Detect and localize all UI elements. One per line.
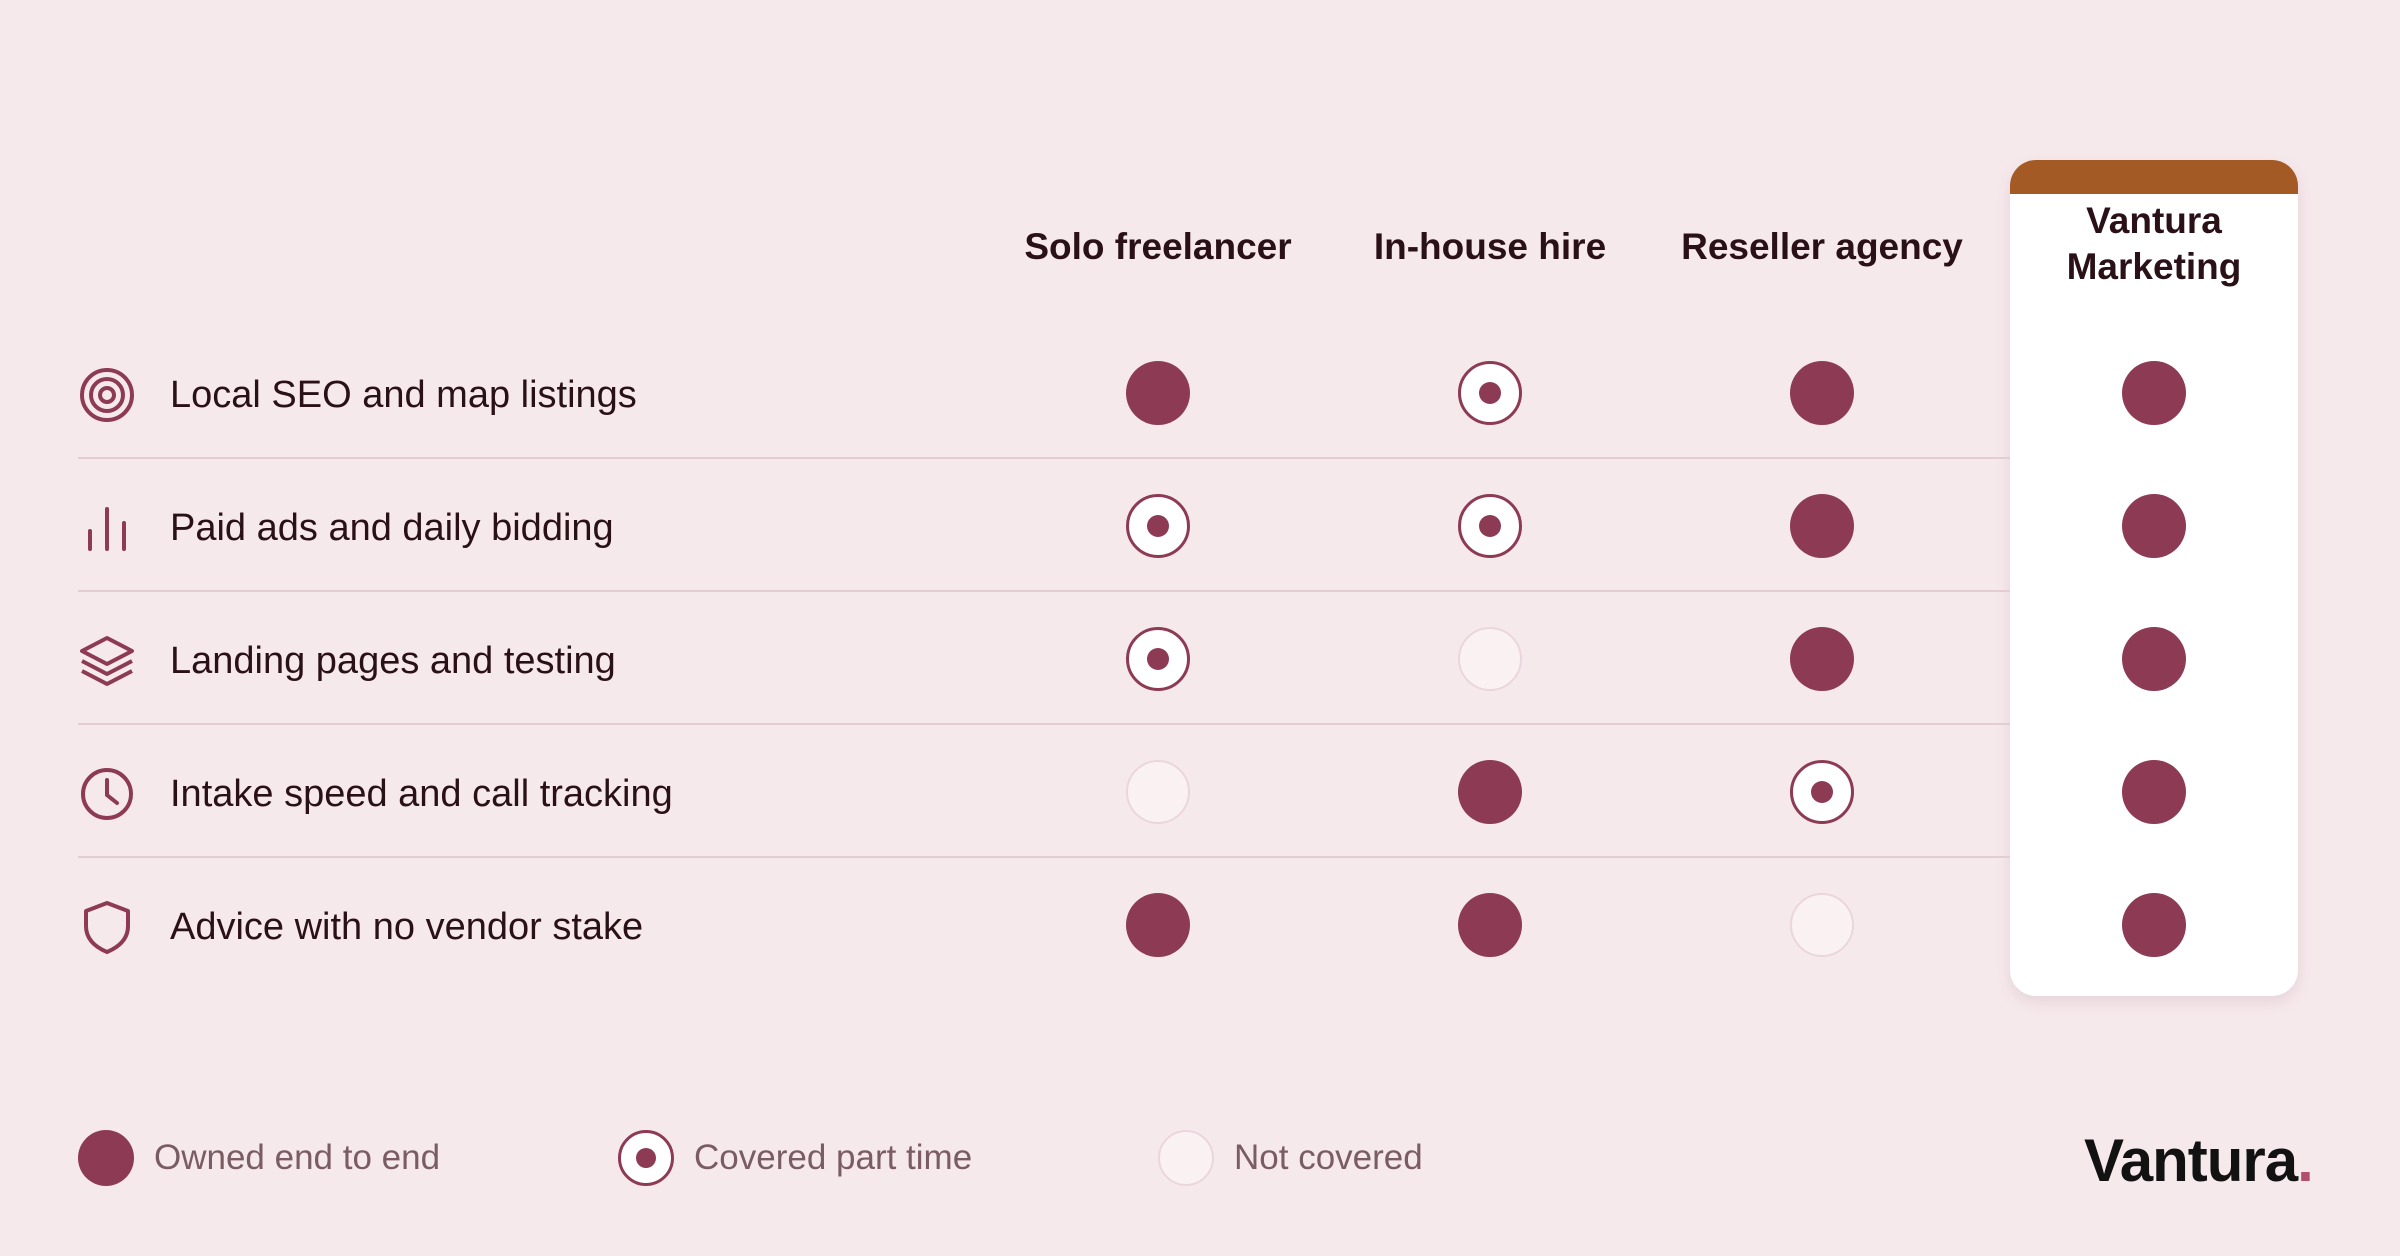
brand-name: Vantura: [2084, 1127, 2298, 1194]
status-dot-full: [1790, 494, 1854, 558]
status-dot-part: [1458, 494, 1522, 558]
status-dot-part: [1458, 361, 1522, 425]
status-dot-full: [1790, 627, 1854, 691]
status-dot-full: [1458, 893, 1522, 957]
target-icon: [78, 366, 136, 424]
status-dot-part: [1126, 494, 1190, 558]
legend-label: Covered part time: [694, 1138, 973, 1177]
legend-dot-full: [78, 1130, 134, 1186]
status-dot-full: [1126, 361, 1190, 425]
brand-dot: .: [2297, 1127, 2314, 1194]
clock-icon: [78, 765, 136, 823]
status-dot-full: [2122, 760, 2186, 824]
row-label: Advice with no vendor stake: [170, 906, 644, 948]
status-dot-full: [1458, 760, 1522, 824]
row-divider: [78, 856, 2010, 858]
column-header-solo-freelancer: Solo freelancer: [1024, 226, 1292, 267]
status-dot-part: [1126, 627, 1190, 691]
status-dot-none: [1790, 893, 1854, 957]
row-label: Landing pages and testing: [170, 640, 616, 682]
status-dot-none: [1458, 627, 1522, 691]
column-header-reseller-agency: Reseller agency: [1681, 226, 1963, 267]
table-row: Landing pages and testing: [78, 592, 2010, 725]
status-dot-full: [1126, 893, 1190, 957]
highlight-column-card: [2010, 160, 2298, 996]
row-label: Paid ads and daily bidding: [170, 507, 614, 549]
row-divider: [78, 457, 2010, 459]
status-dot-part: [1790, 760, 1854, 824]
highlight-band: [2010, 160, 2298, 194]
table-row: Paid ads and daily bidding: [78, 459, 2010, 592]
table-row: Advice with no vendor stake: [78, 858, 2010, 991]
legend-dot-none: [1158, 1130, 1214, 1186]
table-row: Intake speed and call tracking: [78, 725, 2010, 858]
status-dot-full: [2122, 893, 2186, 957]
row-divider: [78, 590, 2010, 592]
row-label: Intake speed and call tracking: [170, 773, 673, 815]
shield-icon: [78, 898, 136, 956]
bar-chart-icon: [78, 499, 136, 557]
column-header-vantura-marketing: Vantura Marketing: [2066, 200, 2242, 287]
status-dot-full: [2122, 627, 2186, 691]
status-dot-full: [2122, 494, 2186, 558]
table-row: Local SEO and map listings: [78, 326, 2010, 459]
status-dot-full: [1790, 361, 1854, 425]
layers-icon: [78, 632, 136, 690]
row-label: Local SEO and map listings: [170, 374, 637, 416]
brand-logo: Vantura.: [2084, 1126, 2314, 1196]
legend-dot-part: [618, 1130, 674, 1186]
legend-label: Owned end to end: [154, 1138, 441, 1177]
status-dot-none: [1126, 760, 1190, 824]
status-dot-full: [2122, 361, 2186, 425]
column-header-in-house-hire: In-house hire: [1373, 226, 1607, 267]
row-divider: [78, 723, 2010, 725]
legend-label: Not covered: [1234, 1138, 1423, 1177]
